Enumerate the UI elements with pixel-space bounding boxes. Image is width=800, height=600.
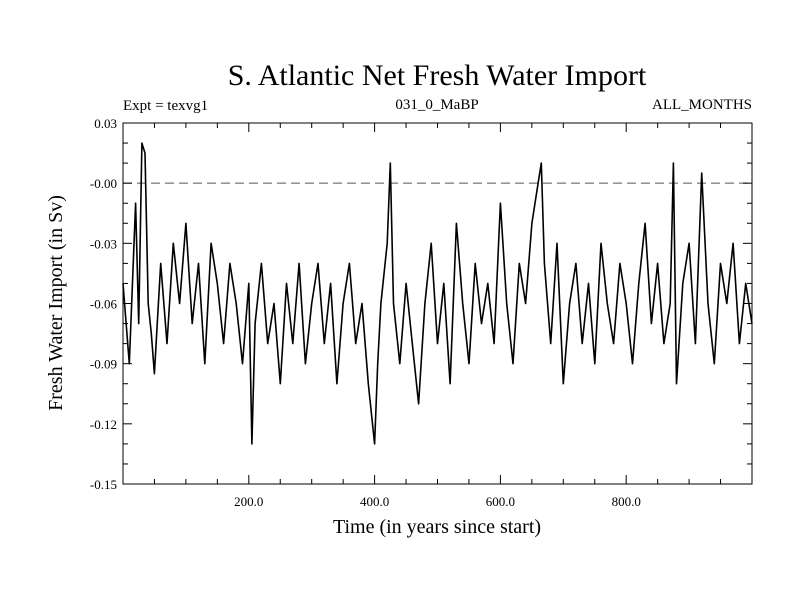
x-tick-label: 400.0 <box>360 494 389 509</box>
x-tick-label: 800.0 <box>612 494 641 509</box>
y-tick-label: -0.00 <box>90 176 117 191</box>
x-tick-label: 200.0 <box>234 494 263 509</box>
y-axis-label: Fresh Water Import (in Sv) <box>45 195 67 411</box>
plot-frame <box>122 122 753 485</box>
subtitle-period: 031_0_MaBP <box>395 97 478 113</box>
plot-area <box>122 122 753 485</box>
x-tick-label: 600.0 <box>486 494 515 509</box>
y-tick-label: 0.03 <box>94 116 117 131</box>
series-line-1 <box>122 142 753 445</box>
x-axis-label: Time (in years since start) <box>333 516 541 538</box>
y-tick-label: -0.06 <box>90 297 118 312</box>
y-tick-label: -0.12 <box>90 417 117 432</box>
y-tick-label: -0.15 <box>90 477 117 492</box>
subtitle-months: ALL_MONTHS <box>652 97 752 113</box>
y-tick-label: -0.03 <box>90 236 117 251</box>
subtitle-experiment: Expt = texvg1 <box>123 98 208 114</box>
y-tick-label: -0.09 <box>90 357 117 372</box>
chart-title: S. Atlantic Net Fresh Water Import <box>228 59 647 92</box>
